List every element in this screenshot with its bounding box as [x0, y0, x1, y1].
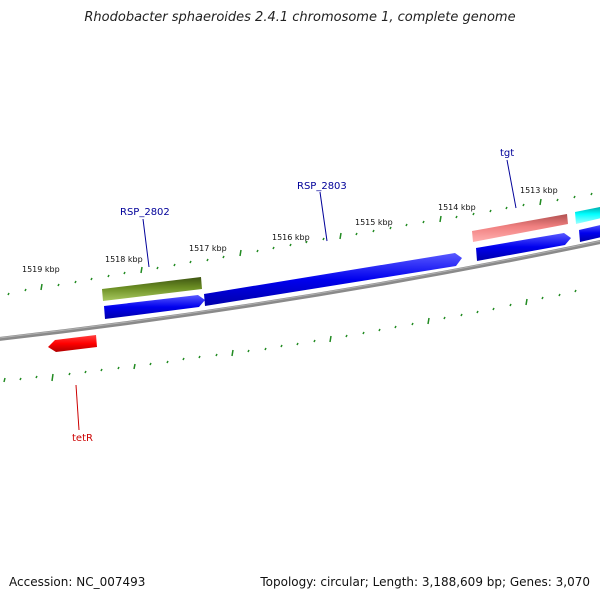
- cds-feature-1[interactable]: [104, 295, 205, 319]
- genome-backbone: [0, 240, 600, 341]
- gene-feature-rsp-2802[interactable]: [102, 277, 202, 301]
- gene-feature-tetr[interactable]: [48, 335, 97, 352]
- tetr-leader-line: [75, 384, 80, 431]
- map-title: Rhodobacter sphaeroides 2.4.1 chromosome…: [84, 10, 516, 25]
- ruler-label-1518: 1518 kbp: [105, 255, 143, 264]
- ruler-label-1514: 1514 kbp: [438, 203, 476, 212]
- inner-tick-track: [3, 289, 577, 383]
- genome-info-text: Topology: circular; Length: 3,188,609 bp…: [260, 575, 590, 589]
- ruler-label-1517: 1517 kbp: [189, 244, 227, 253]
- outer-tick-track: [7, 192, 593, 296]
- cds-feature-partial[interactable]: [579, 224, 600, 242]
- tgt-leader-line: [506, 159, 517, 209]
- cds-feature-3[interactable]: [476, 233, 571, 261]
- ruler-label-1515: 1515 kbp: [355, 218, 393, 227]
- gene-label-tgt[interactable]: tgt: [500, 148, 514, 159]
- cds-feature-rsp-2803[interactable]: [204, 253, 462, 306]
- ruler-label-1516: 1516 kbp: [272, 233, 310, 242]
- gene-feature-tgt[interactable]: [472, 214, 568, 242]
- gene-label-tetr[interactable]: tetR: [72, 433, 93, 444]
- accession-text: Accession: NC_007493: [9, 575, 146, 589]
- rsp-2803-leader-line: [319, 191, 328, 242]
- rna-feature-partial[interactable]: [575, 206, 600, 224]
- gene-label-rsp-2803[interactable]: RSP_2803: [297, 181, 347, 192]
- rsp-2802-leader-line: [142, 218, 150, 268]
- ruler-label-1519: 1519 kbp: [22, 265, 60, 274]
- gene-label-rsp-2802[interactable]: RSP_2802: [120, 207, 170, 218]
- ruler-label-1513: 1513 kbp: [520, 186, 558, 195]
